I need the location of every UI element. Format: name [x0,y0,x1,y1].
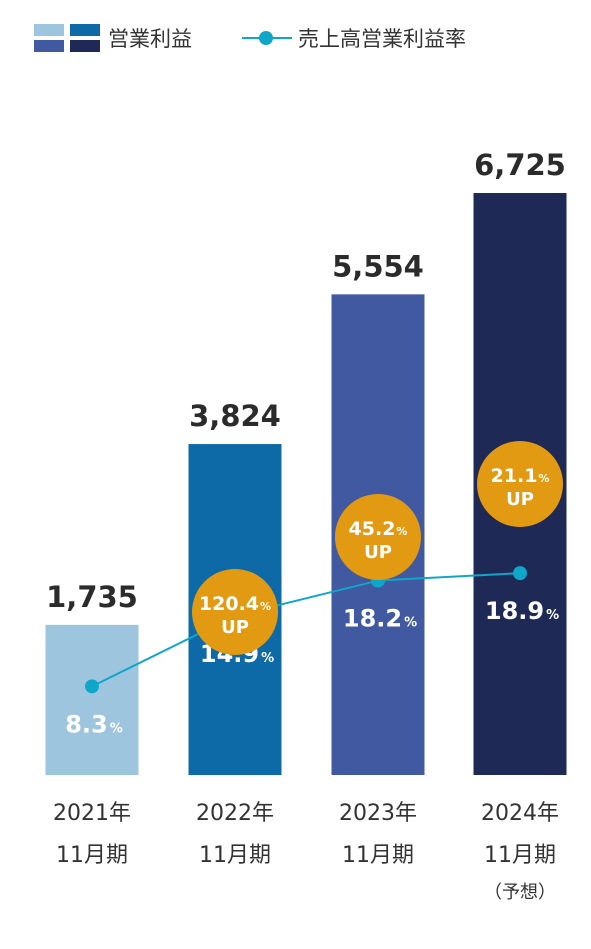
rate-label-4: 18.9% [485,597,559,625]
growth-badge-3 [335,494,421,580]
x-axis-categories: 2021年 11月期 2022年 11月期 2023年 11月期 2024年 11月期 （予想） [53,801,559,903]
legend-swatch-4 [70,40,100,52]
legend-bar-label: 営業利益 [108,27,192,51]
bar-value-label-1: 1,735 [46,580,138,614]
growth-badge-value-3: 45.2% [349,518,408,540]
growth-badge-4 [477,441,563,527]
rate-label-3: 18.2% [343,605,417,633]
bar-value-label-4: 6,725 [474,148,566,182]
bar-value-label-3: 5,554 [332,249,424,283]
category-period-3: 11月期 [342,843,414,868]
growth-badge-value-4: 21.1% [491,465,550,487]
rate-line-series: 8.3%14.9%18.2%18.9% [65,566,559,738]
category-period-2: 11月期 [199,843,271,868]
growth-badge-label-2: UP [221,617,249,638]
legend-line-marker-dot [259,31,273,45]
bar-value-label-2: 3,824 [189,399,281,433]
legend-line-label: 売上高営業利益率 [298,27,466,51]
growth-badge-value-2: 120.4% [199,593,271,615]
rate-label-1: 8.3% [65,710,123,738]
rate-point-4 [513,566,527,581]
growth-badge-2 [192,569,278,655]
category-year-4: 2024年 [481,801,559,826]
legend-swatch-3 [34,40,64,52]
category-year-2: 2022年 [196,801,274,826]
category-period-1: 11月期 [56,843,128,868]
growth-badge-label-4: UP [506,489,534,510]
category-period-4: 11月期 [484,843,556,868]
rate-point-1 [85,679,99,694]
category-year-1: 2021年 [53,801,131,826]
category-year-3: 2023年 [339,801,417,826]
legend-swatch-2 [70,24,100,36]
bar-1 [45,624,139,775]
legend: 営業利益 売上高営業利益率 [34,24,466,52]
legend-swatch-1 [34,24,64,36]
rate-line [91,572,521,688]
growth-badge-label-3: UP [364,542,392,563]
category-note-4: （予想） [484,882,556,903]
